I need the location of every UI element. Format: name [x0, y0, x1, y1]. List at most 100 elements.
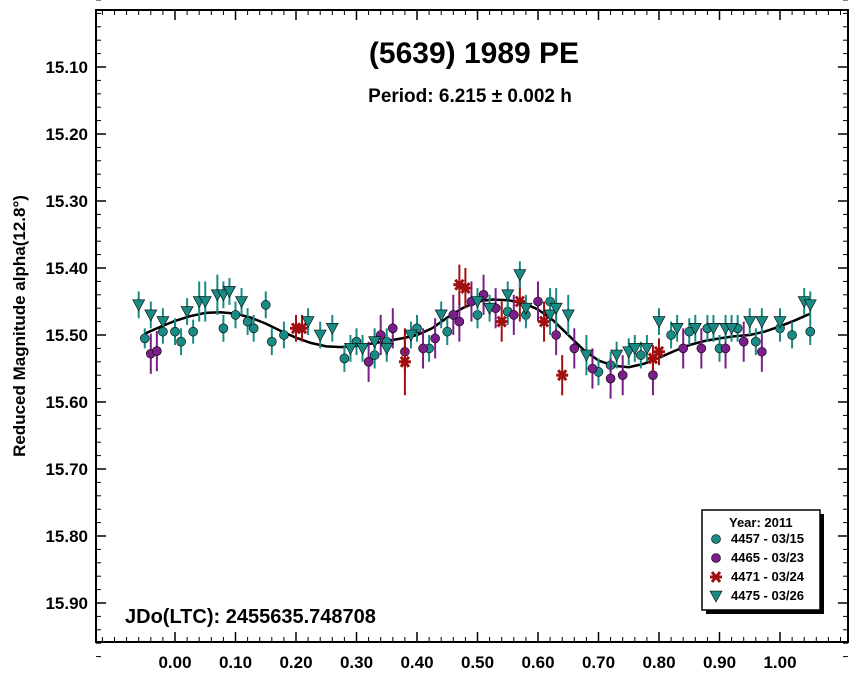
data-point: [750, 336, 761, 347]
x-tick-label: 0.80: [642, 653, 675, 672]
data-point: [339, 353, 350, 364]
jd-annotation: JDo(LTC): 2455635.748708: [125, 606, 376, 628]
data-point: [569, 343, 580, 354]
legend-marker: [711, 553, 721, 563]
x-tick-label: 0.30: [340, 653, 373, 672]
data-point: [688, 322, 702, 335]
asterisk-stroke: [454, 278, 465, 291]
data-point: [188, 326, 198, 337]
x-axis: 0.00 0.10 0.20 0.30 0.40 0.50 0.60 0.70 0.80 0.90…: [101, 10, 841, 672]
data-point: [787, 330, 797, 340]
asterisk-stroke: [460, 282, 471, 295]
data-point: [404, 329, 418, 342]
data-point: [442, 326, 453, 337]
data-point: [508, 310, 519, 320]
data-point: [803, 299, 817, 312]
chart-title: (5639) 1989 PE: [369, 37, 579, 70]
data-point: [648, 370, 658, 381]
x-tick-label: 0.00: [158, 653, 191, 672]
legend-label: 4471 - 03/24: [731, 569, 805, 584]
x-tick-label: 0.90: [703, 653, 736, 672]
data-point: [757, 346, 767, 357]
data-point: [738, 336, 749, 347]
data-point: [380, 343, 394, 356]
data-point: [706, 322, 720, 335]
data-point: [170, 326, 180, 337]
data-point: [132, 299, 146, 312]
chart-subtitle: Period: 6.215 ± 0.002 h: [368, 86, 572, 107]
x-tick-label: 0.60: [521, 653, 554, 672]
data-point: [495, 315, 508, 328]
data-point: [242, 316, 253, 327]
data-point: [805, 326, 816, 337]
data-point: [743, 316, 757, 329]
data-point: [156, 316, 170, 329]
data-point: [235, 296, 249, 309]
data-point: [418, 343, 428, 354]
data-point: [176, 336, 186, 347]
x-tick-label: 0.10: [219, 653, 252, 672]
asterisk-stroke: [653, 345, 665, 358]
data-point: [296, 322, 309, 335]
data-point: [356, 343, 370, 356]
data-point: [622, 346, 636, 359]
series-4457-03-15: [139, 288, 816, 386]
y-tick-label: 15.60: [45, 393, 88, 412]
data-point: [666, 330, 676, 340]
data-point: [640, 343, 654, 356]
data-point: [519, 302, 533, 315]
legend-marker: [711, 534, 721, 544]
data-point: [430, 333, 440, 344]
data-point: [483, 302, 497, 315]
data-point: [368, 336, 382, 349]
asterisk-stroke: [514, 295, 526, 308]
data-point: [198, 296, 212, 309]
data-point: [513, 269, 527, 282]
data-point: [501, 289, 515, 302]
legend-entries: 4457 - 03/15 4465 - 03/23 4471 - 03/24 4475…: [709, 531, 805, 603]
data-point: [720, 343, 731, 354]
y-tick-label: 15.70: [45, 460, 88, 479]
data-point: [587, 363, 598, 374]
y-axis-label: Reduced Magnitude alpha(12.8°): [10, 195, 29, 457]
y-tick-label: 15.20: [45, 125, 88, 144]
data-point: [549, 302, 563, 315]
data-point: [538, 315, 551, 328]
data-point: [398, 355, 411, 368]
data-point: [670, 322, 684, 335]
data-point: [387, 323, 398, 334]
x-tick-label: 1.00: [763, 653, 796, 672]
x-tick-label: 0.20: [279, 653, 312, 672]
asterisk-stroke: [538, 315, 550, 328]
data-point: [556, 369, 569, 382]
legend-label: 4457 - 03/15: [731, 531, 804, 546]
legend-marker: [710, 571, 722, 583]
data-point: [454, 316, 465, 327]
data-point: [139, 333, 150, 344]
data-point: [561, 309, 575, 322]
data-point: [652, 316, 666, 329]
series-4475-03-26: [132, 261, 817, 376]
data-point: [363, 356, 374, 367]
plot-frame: [95, 9, 849, 643]
data-point: [533, 296, 543, 307]
series-4471-03-24: [290, 264, 665, 396]
data-point: [448, 310, 459, 320]
data-points-group: [132, 261, 817, 399]
data-point: [325, 322, 339, 335]
data-point: [605, 373, 616, 384]
data-point: [579, 349, 593, 362]
data-point: [260, 300, 271, 310]
x-tick-label: 0.50: [461, 653, 494, 672]
data-point: [222, 286, 236, 299]
y-tick-label: 15.90: [45, 594, 88, 613]
data-point: [152, 346, 162, 356]
legend-label: 4475 - 03/26: [731, 588, 804, 603]
y-tick-label: 15.10: [45, 58, 88, 77]
data-point: [725, 322, 739, 335]
data-point: [230, 310, 241, 320]
data-point: [470, 296, 485, 309]
asterisk-stroke: [296, 322, 308, 335]
y-tick-label: 15.50: [45, 326, 88, 345]
data-point: [678, 343, 689, 354]
